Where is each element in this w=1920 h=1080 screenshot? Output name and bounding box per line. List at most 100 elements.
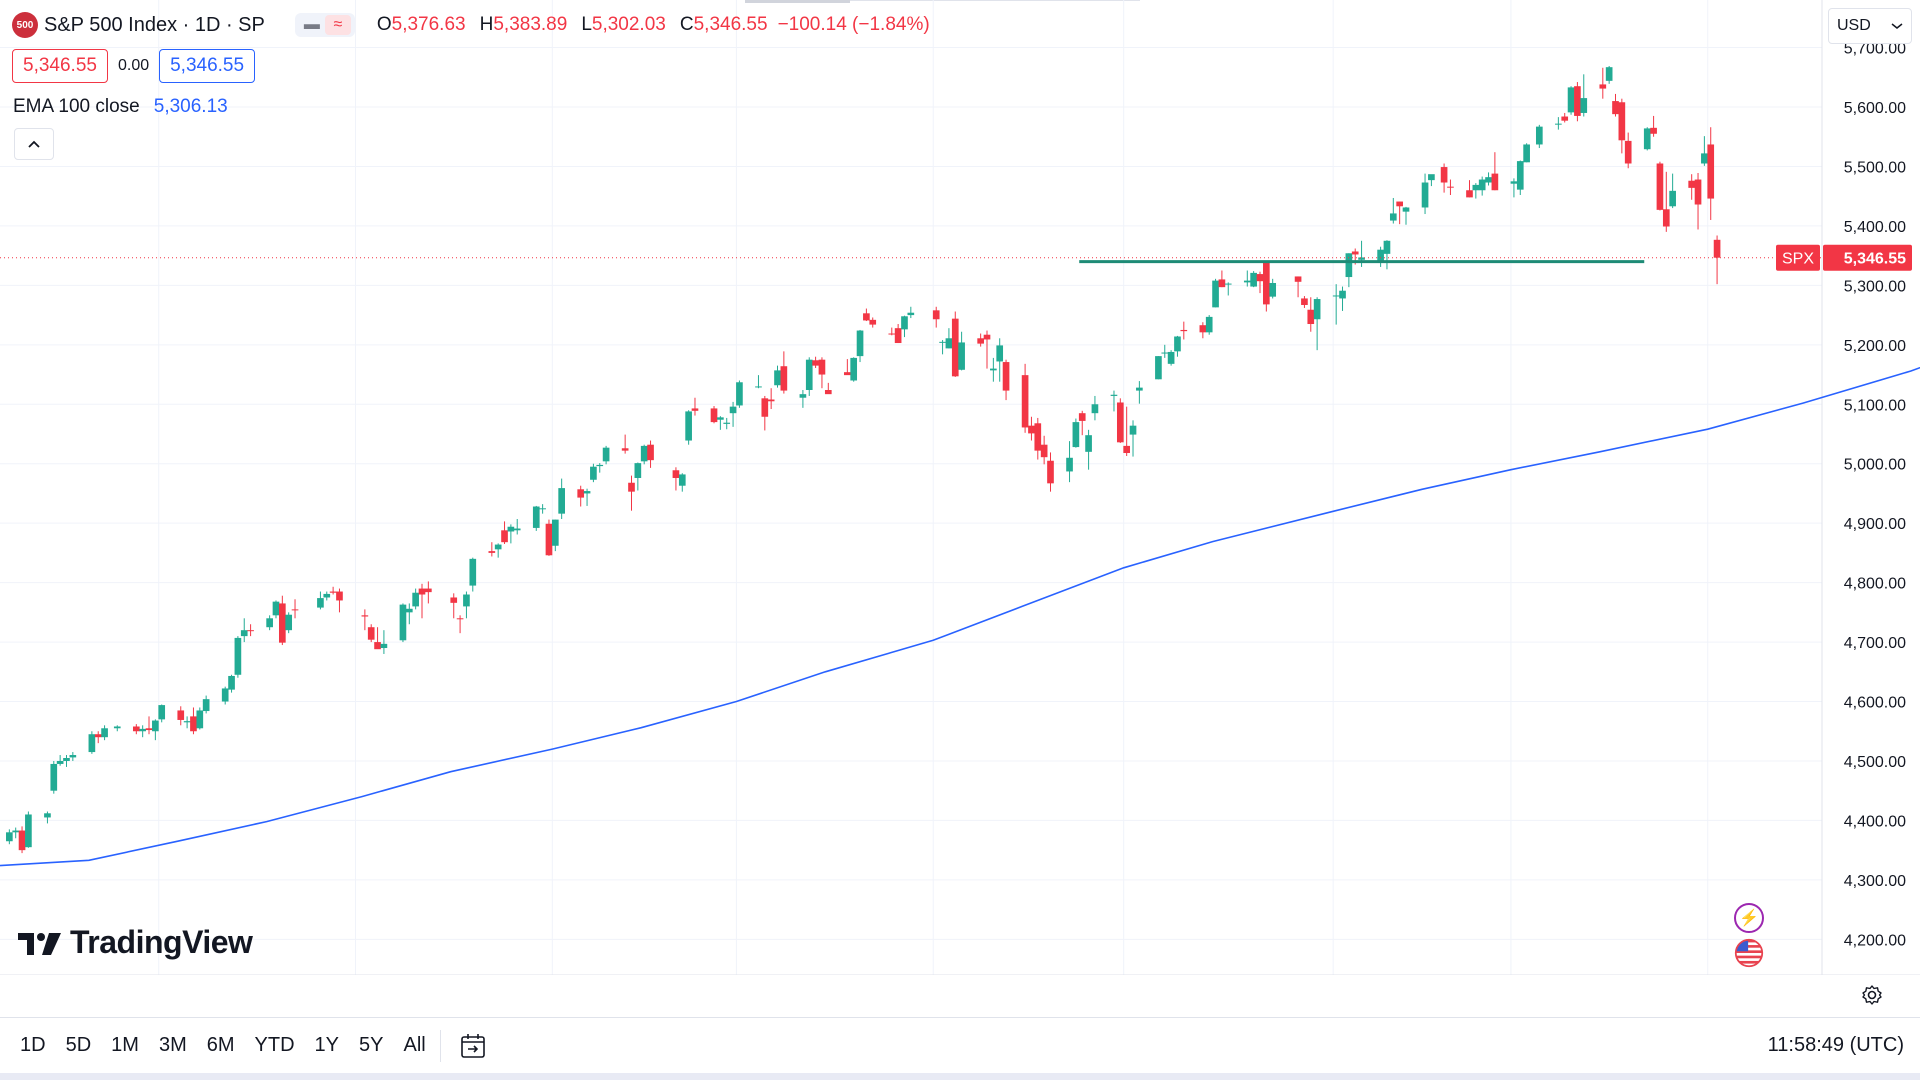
symbol-title[interactable]: S&P 500 Index · 1D · SP [44,13,265,36]
candle-body [196,710,204,729]
candle-body [532,506,540,528]
candle-body [1028,425,1035,434]
candle [323,591,331,601]
candle [272,600,280,619]
gear-icon[interactable] [1856,979,1888,1011]
range-6m-button[interactable]: 6M [206,1034,235,1056]
collapse-legend-button[interactable] [14,128,54,160]
us-flag-icon[interactable] [1734,938,1764,968]
candle [1402,206,1410,225]
candle [145,716,153,735]
candle [729,401,737,427]
candle-body [1580,98,1588,113]
candle [405,603,413,625]
price-chart[interactable]: 4,200.00 4,300.00 4,400.00 4,500.00 4,600.00… [0,0,1920,975]
candle-body [329,591,337,593]
tradingview-logo-mark [18,932,61,955]
range-1y-button[interactable]: 1Y [314,1034,340,1056]
candle [63,755,70,767]
candle-body [1421,182,1429,208]
candle-body [1389,213,1397,221]
grid [0,0,1822,975]
candle-body [602,447,610,462]
candle-body [240,630,248,637]
range-5y-button[interactable]: 5Y [359,1034,384,1056]
candle-body [583,491,591,494]
range-1d-button[interactable]: 1D [20,1034,46,1056]
candle [901,315,908,338]
candle-body [1440,167,1448,183]
candle-body [367,627,375,640]
utc-clock[interactable]: 11:58:49 (UTC) [1767,1034,1904,1056]
bottom-toolbar: 1D 5D 1M 3M 6M YTD 1Y 5Y All 11:58:49 (U… [0,1017,1920,1073]
candle [1212,278,1219,308]
candle [628,475,635,511]
candle-body [1561,116,1569,121]
candle-body [901,316,908,330]
hide-icon[interactable]: ▬ [303,16,320,33]
candle [88,731,96,754]
candle-body [1605,67,1613,81]
candle [456,615,464,634]
candle [1618,98,1626,154]
indicator-legend[interactable]: EMA 100 close 5,306.13 [13,96,228,118]
range-ytd-button[interactable]: YTD [254,1034,295,1056]
candle [1078,410,1086,436]
quote-boxes: 5,346.55 0.00 5,346.55 [12,49,256,83]
candle-body [488,551,496,553]
candle-body [1377,249,1384,261]
candle-body [1707,144,1715,199]
range-3m-button[interactable]: 3M [158,1034,187,1056]
candle-body [44,813,51,818]
y-tick-label: 4,200.00 [1844,932,1906,949]
calendar-graphic [460,1033,485,1058]
candle-body [450,597,458,603]
candle [1028,416,1035,441]
candle-body [1301,298,1308,305]
candle [774,365,781,388]
sell-button[interactable]: 5,346.55 [12,49,108,83]
buy-button[interactable]: 5,346.55 [159,49,256,83]
candle [1307,297,1315,332]
candle-body [1250,272,1257,287]
candle-body [399,604,407,641]
candle [1713,235,1721,285]
wave-icon[interactable]: ≈ [324,15,351,35]
tradingview-logo[interactable]: TradingView [18,924,253,961]
candle [418,583,426,619]
candle [234,636,242,678]
candle-body [1110,394,1118,396]
visibility-toggle[interactable]: ▬ ≈ [294,13,355,37]
y-tick-label: 5,700.00 [1844,41,1906,58]
range-1m-button[interactable]: 1M [111,1034,139,1056]
candle [1516,160,1524,195]
range-all-button[interactable]: All [403,1034,426,1056]
candle [425,581,432,604]
candle-body [1199,325,1207,333]
lightning-icon[interactable]: ⚡ [1734,903,1764,933]
y-tick-label: 5,000.00 [1844,457,1906,474]
candle [278,595,286,646]
indicator-label[interactable]: EMA 100 close [13,96,140,117]
range-5d-button[interactable]: 5D [65,1034,92,1056]
currency-select[interactable]: USD [1828,8,1912,44]
candle-body [1345,253,1353,278]
candle-body [139,728,146,732]
candle-body [1047,460,1054,484]
candle-body [291,609,299,611]
candle [285,612,293,634]
candle [1656,161,1664,211]
candle [1110,390,1118,412]
candle [1174,335,1181,357]
candle [590,463,597,483]
candle [812,356,819,369]
candle-body [818,359,826,375]
candle-body [1332,295,1340,297]
candle-body [1123,445,1131,454]
candle-body [951,318,959,377]
candle-body [596,464,604,467]
calendar-goto-icon[interactable] [457,1030,489,1062]
y-tick-label: 4,900.00 [1844,516,1906,533]
candle [805,357,813,396]
candle-body [374,642,381,650]
